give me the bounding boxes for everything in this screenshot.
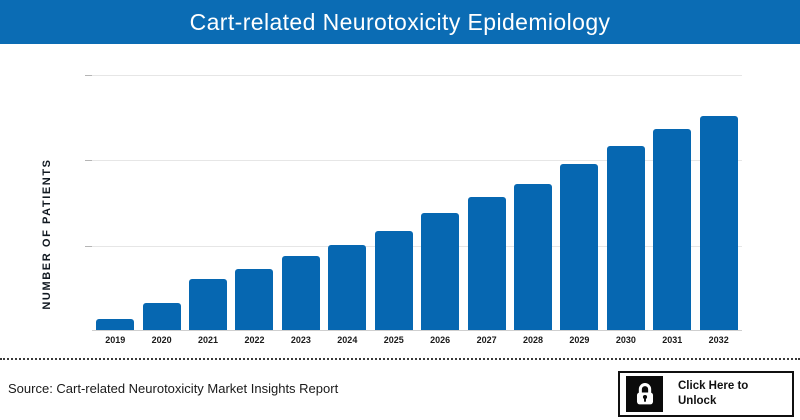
bar-2026 bbox=[421, 213, 460, 330]
source-text: Source: Cart-related Neurotoxicity Marke… bbox=[8, 381, 339, 396]
bar-slot bbox=[556, 75, 602, 330]
plot-area bbox=[92, 75, 742, 331]
x-tick-label-2031: 2031 bbox=[662, 335, 683, 345]
bar-2023 bbox=[281, 255, 320, 330]
gridline bbox=[92, 246, 742, 247]
bar-slot bbox=[510, 75, 556, 330]
x-tick-label-2025: 2025 bbox=[383, 335, 404, 345]
bar-2021 bbox=[189, 278, 228, 330]
bar-slot bbox=[185, 75, 231, 330]
bar-slot bbox=[278, 75, 324, 330]
bar-slot bbox=[231, 75, 277, 330]
x-tick-label-2023: 2023 bbox=[290, 335, 311, 345]
bar-2027 bbox=[467, 197, 506, 330]
lock-icon bbox=[626, 376, 663, 412]
x-tick-label-2020: 2020 bbox=[151, 335, 172, 345]
x-tick-label-2019: 2019 bbox=[105, 335, 126, 345]
bar-2022 bbox=[235, 268, 274, 330]
gridline bbox=[92, 75, 742, 76]
bar-slot bbox=[324, 75, 370, 330]
bar-2029 bbox=[560, 163, 599, 330]
bar-chart: NUMBER OF PATIENTS 2019 2020 2021 2022 2023 2… bbox=[0, 44, 800, 360]
x-tick-label-2022: 2022 bbox=[244, 335, 265, 345]
y-axis-tick bbox=[85, 75, 93, 76]
bar-slot bbox=[371, 75, 417, 330]
bar-2028 bbox=[514, 184, 552, 330]
x-tick-label-2030: 2030 bbox=[615, 335, 636, 345]
bar-2024 bbox=[328, 244, 367, 330]
x-axis-labels: 2019 2020 2021 2022 2023 2024 2025 2026 2027 2028… bbox=[92, 335, 742, 345]
bar-2030 bbox=[606, 145, 645, 330]
bar-slot bbox=[463, 75, 509, 330]
bar-slot bbox=[417, 75, 463, 330]
bar-2032 bbox=[699, 115, 738, 330]
bar-series bbox=[92, 75, 742, 330]
y-axis-label: NUMBER OF PATIENTS bbox=[41, 158, 53, 310]
x-tick-label-2021: 2021 bbox=[198, 335, 219, 345]
bar-2031 bbox=[653, 128, 692, 330]
unlock-button-label: Click Here to Unlock bbox=[678, 380, 749, 407]
unlock-button[interactable]: Click Here to Unlock bbox=[618, 371, 794, 417]
bar-slot bbox=[92, 75, 138, 330]
footer-divider bbox=[0, 358, 800, 360]
gridline bbox=[92, 160, 742, 161]
y-axis-tick bbox=[85, 160, 93, 161]
bar-slot bbox=[695, 75, 741, 330]
x-tick-label-2026: 2026 bbox=[430, 335, 451, 345]
y-axis-tick bbox=[85, 246, 93, 247]
x-tick-label-2028: 2028 bbox=[522, 335, 544, 345]
bar-slot bbox=[603, 75, 649, 330]
footer: Source: Cart-related Neurotoxicity Marke… bbox=[0, 360, 800, 420]
chart-header: Cart-related Neurotoxicity Epidemiology bbox=[0, 0, 800, 44]
bar-2025 bbox=[374, 231, 413, 330]
x-tick-label-2027: 2027 bbox=[476, 335, 497, 345]
x-tick-label-2029: 2029 bbox=[569, 335, 590, 345]
x-tick-label-2024: 2024 bbox=[337, 335, 358, 345]
chart-title: Cart-related Neurotoxicity Epidemiology bbox=[189, 8, 611, 35]
bar-2019 bbox=[96, 319, 135, 330]
bar-2020 bbox=[142, 302, 181, 330]
x-tick-label-2032: 2032 bbox=[708, 335, 729, 345]
bar-slot bbox=[649, 75, 695, 330]
bar-slot bbox=[138, 75, 184, 330]
